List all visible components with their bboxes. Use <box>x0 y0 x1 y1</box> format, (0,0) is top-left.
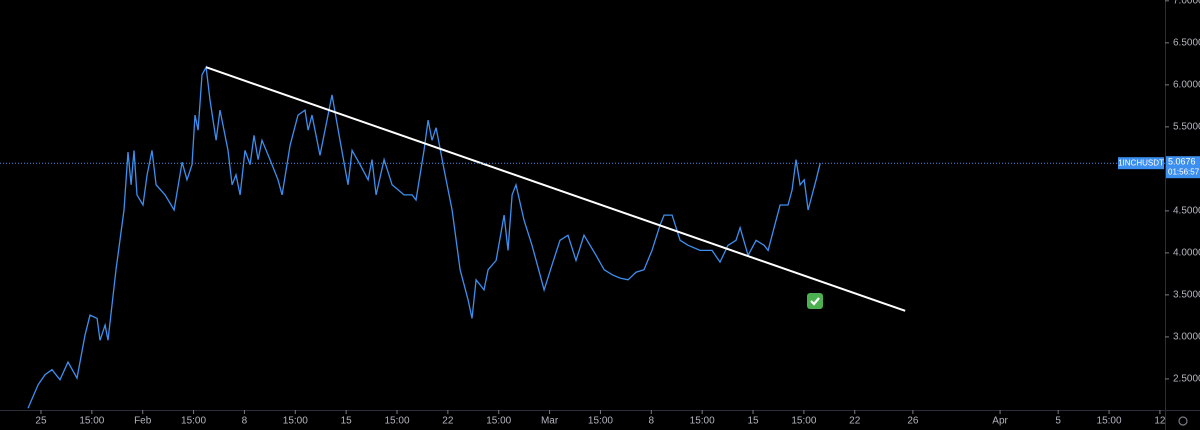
x-tick-label: 15:00 <box>791 416 816 427</box>
y-tick-label: 5.5000 <box>1173 122 1200 133</box>
x-tick-label: 8 <box>242 416 248 427</box>
x-tick-label: 8 <box>649 416 655 427</box>
x-tick-label: 15:00 <box>486 416 511 427</box>
x-tick-label: 22 <box>849 416 861 427</box>
x-tick-label: Feb <box>134 416 152 427</box>
x-tick-label: Mar <box>541 416 559 427</box>
settings-icon[interactable] <box>1178 416 1188 426</box>
trend-line <box>205 66 906 312</box>
price-line <box>27 65 821 409</box>
x-tick-label: 15:00 <box>79 416 104 427</box>
x-tick-label: Apr <box>992 416 1008 427</box>
y-tick-label: 6.5000 <box>1173 37 1200 48</box>
plot <box>0 65 1165 409</box>
check-icon <box>807 293 823 309</box>
x-tick-label: 15:00 <box>588 416 613 427</box>
x-tick-label: 22 <box>442 416 454 427</box>
countdown-label: 01:56:57 <box>1168 167 1200 176</box>
price-label: 5.0676 <box>1168 157 1196 167</box>
check-mark <box>810 297 820 306</box>
x-tick-label: 15:00 <box>690 416 715 427</box>
y-tick-label: 3.5000 <box>1173 290 1200 301</box>
y-tick-label: 3.0000 <box>1173 332 1200 343</box>
x-tick-label: 15:00 <box>1097 416 1122 427</box>
gear[interactable] <box>1178 416 1188 426</box>
x-tick-label: 12 <box>1154 416 1166 427</box>
x-tick-label: 5 <box>1055 416 1061 427</box>
symbol-label: 1INCHUSDT <box>1118 158 1164 167</box>
price-label-bg <box>1166 156 1200 179</box>
x-tick-label: 15:00 <box>384 416 409 427</box>
x-tick-label: 15 <box>341 416 353 427</box>
symbol-label-bg <box>1118 157 1164 170</box>
x-tick-label: 15 <box>747 416 759 427</box>
y-tick-label: 7.0000 <box>1173 0 1200 6</box>
y-tick-label: 4.5000 <box>1173 206 1200 217</box>
x-tick-label: 26 <box>907 416 919 427</box>
x-tick-label: 25 <box>35 416 47 427</box>
x-tick-label: 15:00 <box>181 416 206 427</box>
y-tick-label: 6.0000 <box>1173 79 1200 90</box>
check-box <box>807 293 823 309</box>
y-tick-label: 4.0000 <box>1173 248 1200 259</box>
x-tick-label: 15:00 <box>283 416 308 427</box>
y-tick-label: 2.5000 <box>1173 374 1200 385</box>
